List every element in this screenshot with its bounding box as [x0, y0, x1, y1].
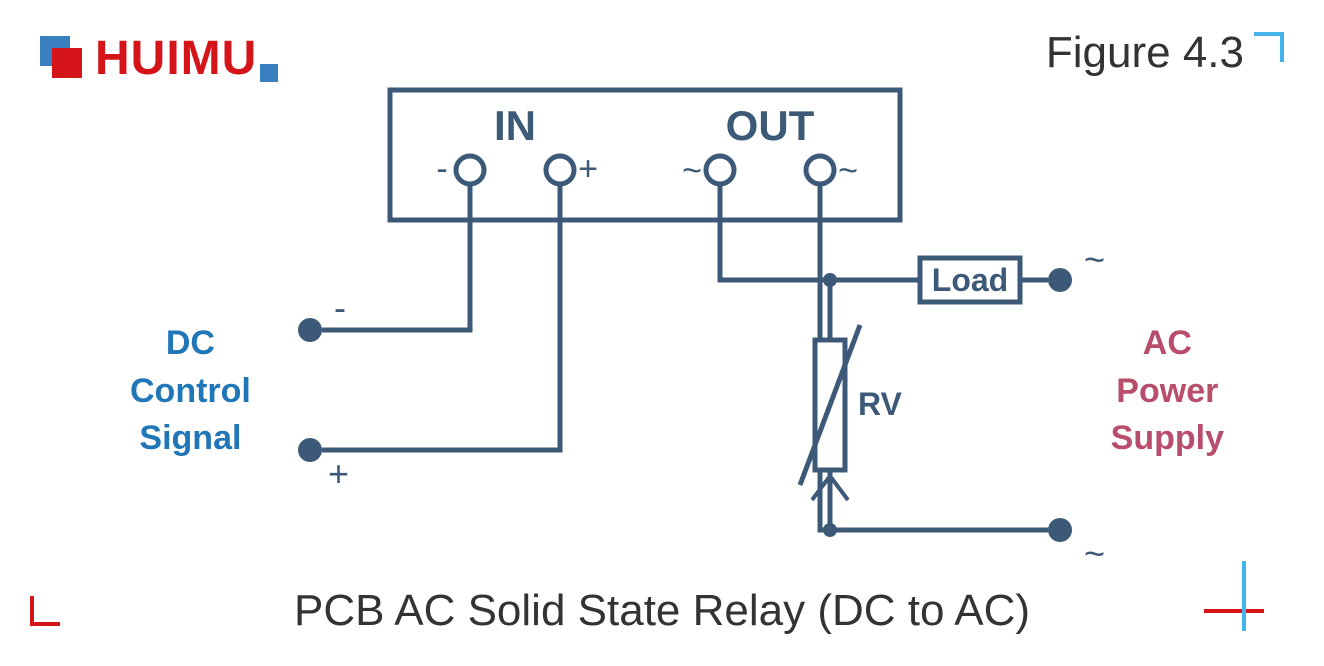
terminal-out-tilde2: ~: [838, 152, 858, 190]
ac-line2: Power: [1116, 372, 1218, 410]
dc-line2: Control: [130, 372, 251, 410]
dc-plus-sign: +: [328, 453, 349, 494]
load-label: Load: [932, 262, 1008, 298]
terminal-in-plus-sign: +: [578, 150, 598, 188]
ac-tilde-top: ~: [1084, 239, 1105, 280]
terminal-out_t2: [806, 156, 834, 184]
rv-label: RV: [858, 386, 903, 422]
dc-node-plus: [298, 438, 322, 462]
terminal-out-tilde1: ~: [682, 152, 702, 190]
ac-node-top: [1048, 268, 1072, 292]
ac-power-supply-label: AC Power Supply: [1111, 320, 1224, 463]
ac-tilde-bot: ~: [1084, 533, 1105, 574]
wire-in-plus: [322, 184, 560, 450]
ac-line3: Supply: [1111, 419, 1224, 457]
terminal-in_minus: [456, 156, 484, 184]
diagram-title: PCB AC Solid State Relay (DC to AC): [0, 586, 1324, 636]
dc-line3: Signal: [139, 419, 241, 457]
in-label: IN: [494, 102, 536, 149]
dc-node-minus: [298, 318, 322, 342]
ac-node-bot: [1048, 518, 1072, 542]
junction-1: [823, 523, 837, 537]
dc-line1: DC: [166, 324, 215, 362]
terminal-in_plus: [546, 156, 574, 184]
out-label: OUT: [726, 102, 815, 149]
wire-out2-to-ac-bot: [820, 184, 1048, 530]
ac-line1: AC: [1143, 324, 1192, 362]
terminal-in-minus-sign: -: [436, 150, 447, 188]
dc-control-signal-label: DC Control Signal: [130, 320, 251, 463]
dc-minus-sign: -: [334, 287, 346, 328]
terminal-out_t1: [706, 156, 734, 184]
junction-0: [823, 273, 837, 287]
